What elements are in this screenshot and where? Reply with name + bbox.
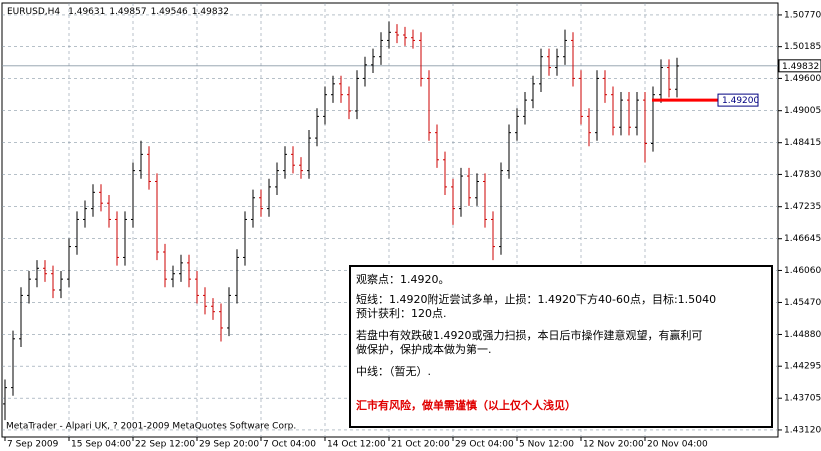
current-price-box (778, 59, 821, 73)
note-box (349, 265, 773, 428)
x-tick-label: 7 Sep 2009 (7, 440, 59, 450)
y-tick-label: 1.44880 (784, 330, 821, 340)
y-tick-label: 1.50185 (784, 42, 821, 52)
copyright: MetaTrader - Alpari UK, ? 2001-2009 Meta… (6, 422, 296, 432)
symbol: EURUSD,H4 (7, 7, 60, 17)
y-tick-label: 1.46645 (784, 234, 821, 244)
y-tick-label: 1.45470 (784, 298, 821, 308)
note-line: 中线：（暂无）. (356, 364, 431, 378)
x-tick-label: 29 Sep 20:00 (199, 440, 259, 450)
y-tick-label: 1.49600 (784, 74, 821, 84)
x-tick-label: 21 Oct 20:00 (391, 440, 450, 450)
current-price-label: 1.49832 (782, 62, 819, 72)
x-tick-label: 7 Oct 04:00 (263, 440, 316, 450)
y-tick-label: 1.46060 (784, 266, 821, 276)
header-price: 1.49546 (151, 7, 188, 17)
y-tick-label: 1.49005 (784, 106, 821, 116)
x-tick-label: 5 Nov 12:00 (519, 440, 574, 450)
level-label: 1.49200 (722, 96, 759, 106)
x-tick-label: 20 Nov 04:00 (647, 440, 708, 450)
x-tick-label: 14 Oct 12:00 (327, 440, 386, 450)
note-line: 预计获利：120点. (356, 307, 447, 320)
note-warning: 汇市有风险，做单需谨慎（以上仅个人浅见） (356, 398, 576, 412)
y-tick-label: 1.43705 (784, 394, 821, 404)
y-tick-label: 1.50770 (784, 10, 821, 20)
note-line: 若盘中有效跌破1.4920或强力扫损，本日后市操作建意观望，有赢利可 (356, 328, 703, 342)
y-tick-label: 1.47235 (784, 202, 821, 212)
y-tick-label: 1.48415 (784, 138, 821, 148)
y-tick-label: 1.47830 (784, 170, 821, 180)
header-price: 1.49832 (192, 7, 229, 17)
level-box (717, 93, 759, 107)
header-price: 1.49631 (68, 7, 105, 17)
x-tick-label: 22 Sep 12:00 (135, 440, 195, 450)
y-tick-label: 1.44295 (784, 362, 821, 372)
x-tick-label: 12 Nov 20:00 (583, 440, 644, 450)
x-tick-label: 15 Sep 04:00 (71, 440, 131, 450)
header: EURUSD,H4 1.49631 1.49857 1.49546 1.49832 (7, 7, 229, 17)
y-tick-label: 1.43120 (784, 425, 821, 435)
note-line: 观察点：1.4920。 (356, 272, 450, 286)
note-line: 短线：1.4920附近尝试多单，止损：1.4920下方40-60点，目标:1.5… (356, 292, 716, 306)
header-price: 1.49857 (109, 7, 146, 17)
note-line: 做保护，保护成本做为第一. (356, 342, 492, 356)
x-tick-label: 29 Oct 04:00 (455, 440, 514, 450)
